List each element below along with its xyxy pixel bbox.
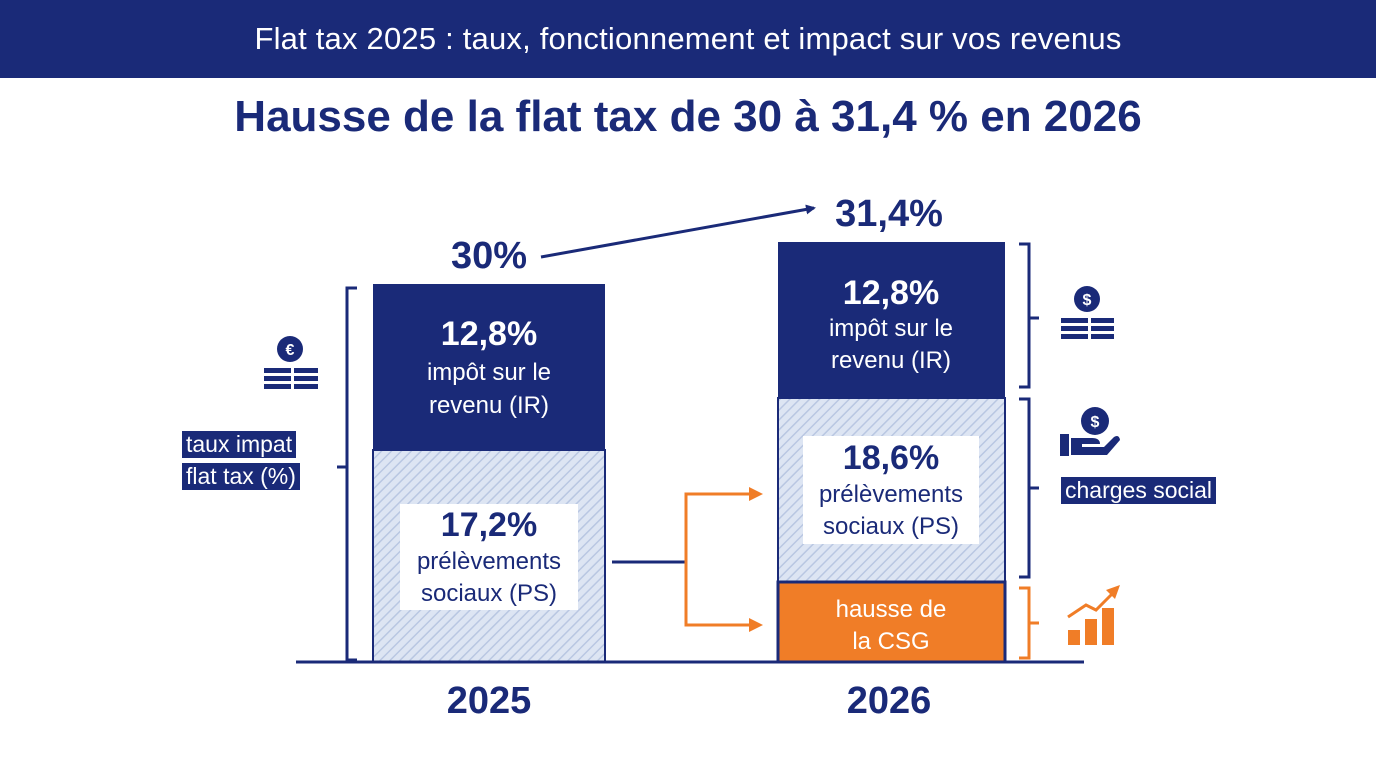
svg-text:€: €	[286, 342, 295, 359]
segment-label-2026-csg-line2: la CSG	[852, 628, 929, 655]
segment-value-2025-ir: 12,8%	[441, 315, 537, 353]
segment-value-2026-ir: 12,8%	[843, 274, 939, 312]
segment-value-2026-ps: 18,6%	[843, 439, 939, 477]
rising-bar-chart-icon	[1067, 585, 1120, 645]
bar-2025-ir-segment	[373, 284, 605, 450]
segment-label-2026-ir-line2: revenu (IR)	[831, 347, 951, 374]
header-title: Flat tax 2025 : taux, fonctionnement et …	[254, 21, 1122, 56]
segment-label-2026-ps-line2: sociaux (PS)	[823, 513, 959, 540]
chart-headline: Hausse de la flat tax de 30 à 31,4 % en …	[234, 92, 1142, 141]
euro-coins-icon: €	[264, 336, 318, 389]
segment-label-2026-ps-line1: prélèvements	[819, 481, 963, 508]
flow-arrow-to-ps	[684, 487, 763, 562]
bar-2026-ir-segment	[778, 242, 1005, 398]
total-label-2025: 30%	[451, 235, 527, 277]
dollar-coins-icon: $	[1061, 286, 1114, 339]
bar-2026-csg-segment	[776, 580, 1007, 664]
right-bracket-ir	[1019, 242, 1039, 389]
segment-label-2026-csg-line1: hausse de	[836, 596, 947, 623]
left-label-line1: taux impat	[182, 431, 297, 458]
segment-label-2025-ps-line1: prélèvements	[417, 548, 561, 575]
right-bracket-csg	[1019, 586, 1039, 660]
svg-text:$: $	[1083, 292, 1092, 309]
header-bar: Flat tax 2025 : taux, fonctionnement et …	[0, 0, 1376, 78]
flow-arrow-to-csg	[684, 562, 763, 632]
segment-label-2025-ir-line1: impôt sur le	[427, 359, 551, 386]
hand-dollar-icon: $	[1060, 407, 1120, 456]
segment-label-2026-ir-line1: impôt sur le	[829, 315, 953, 342]
increase-arrow	[540, 204, 816, 259]
left-bracket	[337, 286, 357, 662]
label-box-2025-ps	[400, 504, 578, 610]
label-box-2026-ps	[803, 436, 979, 544]
category-label-2026: 2026	[847, 680, 932, 722]
category-label-2025: 2025	[447, 680, 532, 722]
right-label-charges-social: charges social	[1061, 477, 1217, 504]
left-label-line2: flat tax (%)	[182, 463, 300, 490]
svg-text:$: $	[1091, 414, 1100, 431]
right-bracket-ps	[1019, 397, 1039, 579]
segment-label-2025-ir-line2: revenu (IR)	[429, 392, 549, 419]
segment-label-2025-ps-line2: sociaux (PS)	[421, 580, 557, 607]
segment-value-2025-ps: 17,2%	[441, 506, 537, 544]
total-label-2026: 31,4%	[835, 193, 943, 235]
